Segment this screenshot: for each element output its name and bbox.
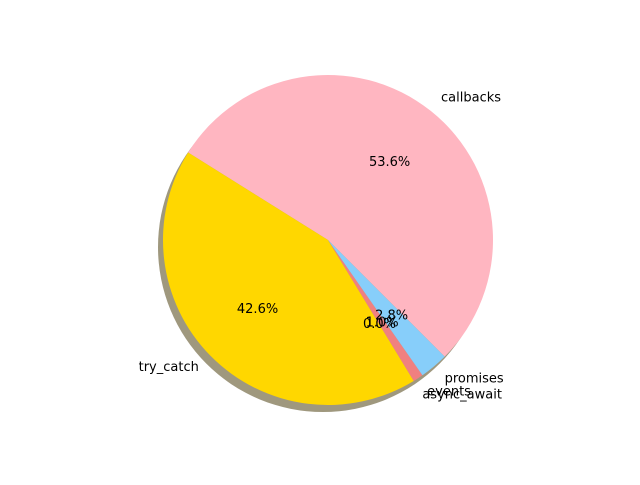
pie-slices: [162, 74, 494, 406]
slice-percent-async-await: 0.0%: [363, 317, 396, 332]
slice-label-try-catch: try_catch: [139, 360, 199, 375]
slice-percent-events: 1.0%: [366, 315, 399, 330]
pie-slice-events: [328, 240, 423, 381]
pie-slice-callbacks: [188, 74, 494, 357]
slice-percent-promises: 2.8%: [375, 308, 408, 323]
pie-slice-try-catch: [162, 152, 414, 406]
pie-labels: callbacks 53.6% try_catch 42.6% async_await 0…: [139, 90, 504, 402]
slice-percent-callbacks: 53.6%: [369, 155, 410, 170]
slice-label-events: events: [427, 385, 471, 400]
slice-label-callbacks: callbacks: [441, 90, 501, 105]
slice-label-async-await: async_await: [422, 388, 502, 403]
slice-percent-try-catch: 42.6%: [237, 302, 278, 317]
pie-slice-promises: [328, 240, 445, 376]
slice-label-promises: promises: [445, 372, 504, 387]
